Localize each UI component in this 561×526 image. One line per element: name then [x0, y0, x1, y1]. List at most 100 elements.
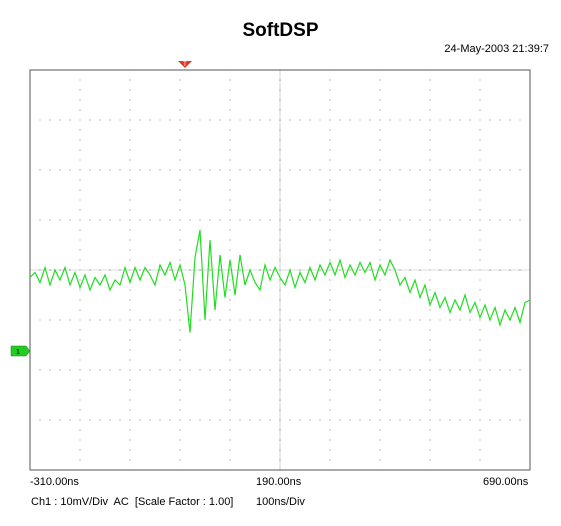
- grid-dot: [379, 369, 381, 371]
- grid-dot: [329, 419, 331, 421]
- grid-dot: [179, 339, 181, 341]
- grid-dot: [429, 179, 431, 181]
- grid-dot: [309, 119, 311, 121]
- grid-dot: [329, 139, 331, 141]
- grid-dot: [379, 159, 381, 161]
- grid-dot: [329, 189, 331, 191]
- grid-dot: [139, 419, 141, 421]
- grid-dot: [289, 369, 291, 371]
- grid-dot: [349, 319, 351, 321]
- grid-dot: [69, 369, 71, 371]
- grid-dot: [299, 219, 301, 221]
- grid-dot: [229, 169, 231, 171]
- grid-dot: [129, 359, 131, 361]
- grid-dot: [199, 419, 201, 421]
- grid-dot: [429, 309, 431, 311]
- grid-dot: [309, 169, 311, 171]
- grid-dot: [459, 169, 461, 171]
- grid-dot: [149, 119, 151, 121]
- grid-dot: [479, 189, 481, 191]
- grid-dot: [519, 169, 521, 171]
- grid-dot: [49, 369, 51, 371]
- grid-dot: [39, 119, 41, 121]
- grid-dot: [459, 369, 461, 371]
- grid-dot: [229, 349, 231, 351]
- grid-dot: [379, 319, 381, 321]
- grid-dot: [229, 119, 231, 121]
- grid-dot: [459, 319, 461, 321]
- grid-dot: [259, 219, 261, 221]
- grid-dot: [89, 319, 91, 321]
- grid-dot: [89, 169, 91, 171]
- trigger-position-marker[interactable]: T: [178, 61, 192, 68]
- grid-dot: [249, 119, 251, 121]
- grid-dot: [329, 319, 331, 321]
- grid-dot: [229, 369, 231, 371]
- grid-dot: [359, 319, 361, 321]
- grid-dot: [229, 249, 231, 251]
- grid-dot: [479, 349, 481, 351]
- grid-dot: [479, 399, 481, 401]
- grid-dot: [129, 79, 131, 81]
- grid-dot: [379, 219, 381, 221]
- grid-dot: [329, 349, 331, 351]
- grid-dot: [129, 139, 131, 141]
- grid-dot: [479, 279, 481, 281]
- grid-dot: [369, 169, 371, 171]
- grid-dot: [129, 149, 131, 151]
- grid-dot: [179, 189, 181, 191]
- grid-dot: [489, 119, 491, 121]
- grid-dot: [179, 149, 181, 151]
- grid-dot: [469, 369, 471, 371]
- grid-dot: [179, 449, 181, 451]
- grid-dot: [499, 369, 501, 371]
- grid-dot: [229, 429, 231, 431]
- grid-dot: [229, 99, 231, 101]
- grid-dot: [229, 439, 231, 441]
- grid-dot: [349, 419, 351, 421]
- grid-dot: [399, 319, 401, 321]
- grid-dot: [449, 219, 451, 221]
- grid-dot: [379, 79, 381, 81]
- grid-dot: [399, 369, 401, 371]
- grid-dot: [179, 109, 181, 111]
- grid-dot: [479, 249, 481, 251]
- grid-dot: [79, 79, 81, 81]
- grid-dot: [429, 129, 431, 131]
- grid-dot: [409, 169, 411, 171]
- grid-dot: [479, 79, 481, 81]
- grid-dot: [319, 369, 321, 371]
- grid-dot: [429, 139, 431, 141]
- channel-1-ground-marker[interactable]: 1: [10, 345, 31, 357]
- grid-dot: [379, 359, 381, 361]
- grid-dot: [149, 419, 151, 421]
- grid-dot: [99, 219, 101, 221]
- grid-dot: [449, 369, 451, 371]
- grid-dot: [429, 419, 431, 421]
- grid-dot: [329, 209, 331, 211]
- grid-dot: [429, 369, 431, 371]
- grid-dot: [129, 429, 131, 431]
- grid-dot: [179, 99, 181, 101]
- grid-dot: [129, 369, 131, 371]
- x-tick-label-center: 190.00ns: [256, 476, 302, 488]
- grid-dot: [229, 289, 231, 291]
- grid-dot: [439, 369, 441, 371]
- grid-dot: [159, 169, 161, 171]
- grid-dot: [209, 169, 211, 171]
- grid-dot: [299, 369, 301, 371]
- grid-dot: [229, 359, 231, 361]
- grid-dot: [519, 219, 521, 221]
- grid-dot: [79, 409, 81, 411]
- grid-dot: [389, 319, 391, 321]
- grid-dot: [479, 289, 481, 291]
- grid-dot: [339, 169, 341, 171]
- grid-dot: [259, 119, 261, 121]
- grid-dot: [479, 149, 481, 151]
- grid-dot: [129, 379, 131, 381]
- grid-dot: [149, 169, 151, 171]
- grid-dot: [489, 169, 491, 171]
- grid-dot: [179, 159, 181, 161]
- grid-dot: [249, 369, 251, 371]
